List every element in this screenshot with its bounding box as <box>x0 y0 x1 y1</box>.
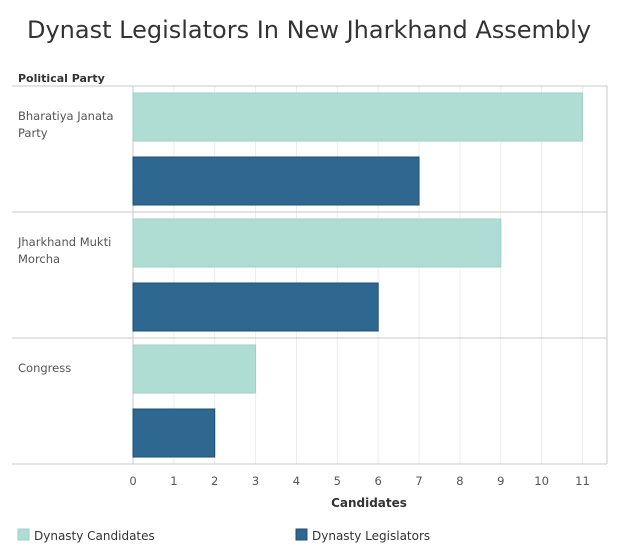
chart-title: Dynast Legislators In New Jharkhand Asse… <box>27 16 591 44</box>
gridlines <box>132 86 583 464</box>
x-tick-label: 4 <box>293 474 300 488</box>
bar <box>132 282 379 332</box>
bars <box>132 92 583 458</box>
x-tick-label: 3 <box>252 474 259 488</box>
bar <box>132 218 502 268</box>
x-tick-label: 9 <box>497 474 504 488</box>
bar <box>132 156 420 206</box>
category-label: Congress <box>18 361 71 375</box>
x-tick-label: 5 <box>334 474 341 488</box>
x-tick-label: 6 <box>375 474 382 488</box>
category-rows: Bharatiya Janata Party Jharkhand Mukti Morc… <box>12 85 608 465</box>
x-tick-label: 11 <box>575 474 590 488</box>
legend-label: Dynasty Candidates <box>34 529 155 543</box>
bar <box>132 408 216 458</box>
x-tick-label: 1 <box>170 474 177 488</box>
x-tick-label: 7 <box>415 474 422 488</box>
legend-swatch <box>295 528 308 541</box>
x-tick-label: 2 <box>211 474 218 488</box>
row-header: Political Party <box>18 72 105 85</box>
category-label: Jharkhand Mukti Morcha <box>17 235 111 266</box>
x-axis-label: Candidates <box>331 496 407 510</box>
category-label: Bharatiya Janata Party <box>18 109 114 140</box>
x-axis-ticks: 0 1 2 3 4 5 6 7 8 9 10 11 <box>129 474 589 488</box>
x-tick-label: 0 <box>129 474 136 488</box>
x-tick-label: 8 <box>456 474 463 488</box>
legend: Dynasty Candidates Dynasty Legislators <box>17 528 430 543</box>
bar <box>132 92 583 142</box>
x-tick-label: 10 <box>534 474 549 488</box>
legend-swatch <box>17 528 30 541</box>
legend-label: Dynasty Legislators <box>312 529 430 543</box>
bar <box>132 344 257 394</box>
